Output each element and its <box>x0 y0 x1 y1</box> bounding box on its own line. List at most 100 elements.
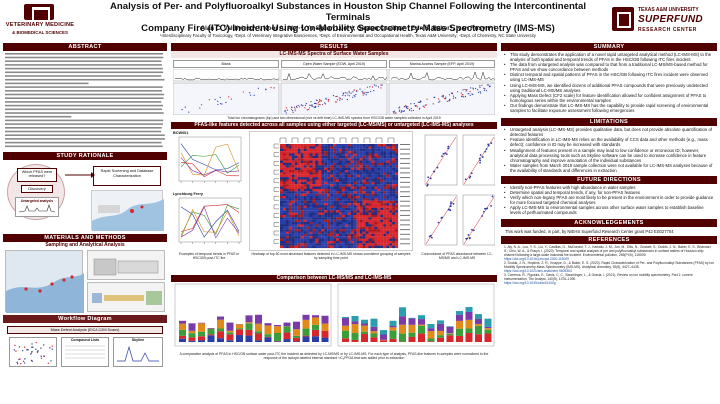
rationale-box-rapid-screening: Rapid Screening and Database Characteriz… <box>93 166 161 186</box>
future-item: Verify which non-legacy PFAS are most li… <box>504 195 714 205</box>
tamu-logo-icon <box>612 7 634 31</box>
site-label-1: BCW001 <box>173 131 189 135</box>
workflow-box-mass-defect: Mass Defect Analysis (EIC/LC/IM Scans) <box>7 326 163 334</box>
sampling-map-icon <box>6 273 84 313</box>
abstract-body <box>3 51 167 151</box>
logo-right-line3: RESEARCH CENTER <box>638 27 698 33</box>
future-item: Apply LC-IMS-MS to environmental samples… <box>504 205 714 215</box>
scatter-thumb-icon <box>13 341 53 365</box>
comparison-figure <box>171 282 497 352</box>
author-list: Alan C. Valdiviezo¹·², Noor A. Aly¹·², Y… <box>200 25 496 32</box>
table-thumb-icon <box>65 345 105 359</box>
reference-item: 3. Carrerus, R., Figueira, E., Davis, C.… <box>504 272 693 281</box>
methods-heading: MATERIALS AND METHODS <box>3 234 167 242</box>
title-line-1: Analysis of Per- and Polyfluoroalkyl Sub… <box>109 1 586 23</box>
comparison-caption: A comparative analysis of PFAS in HSC/GB… <box>179 352 489 360</box>
future-item: Determine spatial and temporal trends, i… <box>504 190 714 195</box>
limitation-item: Water samples from March 2019 sample col… <box>504 163 714 173</box>
spectra-subheading: LC-IMS-MS Spectra of Surface Water Sampl… <box>171 51 497 58</box>
workflow-box-compound-lists: Compound Lists <box>61 337 109 367</box>
acknowledgements-heading: ACKNOWLEDGEMENTS <box>501 218 717 227</box>
summary-list: This study demonstrates the application … <box>501 51 717 113</box>
pfas-caption-trends: Examples of temporal trends in PFAS in H… <box>179 252 239 260</box>
workflow-plot-1 <box>9 337 57 367</box>
temporal-chart-2 <box>178 197 242 244</box>
logo-left-line2: & BIOMEDICAL SCIENCES <box>12 30 68 35</box>
summary-item: The data from untargeted analysis was co… <box>504 62 714 72</box>
reference-item: 1. Aly, N. A., Luo, Y. S., Liu, Y., Casi… <box>504 244 712 257</box>
spectra-figure: Blank Open Water Sample (EOW, April 2019… <box>171 58 497 116</box>
logo-right-line2: SUPERFUND <box>638 14 703 25</box>
abstract-text-lines <box>5 53 165 148</box>
reference-link[interactable]: https://doi.org/10.1021/acs.analchem.9b0… <box>504 268 572 273</box>
comparison-subheading: Comparison between LC-MS/MS and LC-IMS-M… <box>171 275 497 282</box>
summary-heading: SUMMARY <box>501 43 717 51</box>
spectra-label-marina: Marina Access Sample (EFP, April 2019) <box>389 60 495 68</box>
logo-left-line1: VETERINARY MEDICINE <box>5 22 75 28</box>
rationale-box-discovery: Discovery <box>21 185 53 193</box>
rationale-map-image <box>91 190 164 231</box>
future-list: Identify non-PFAS features with high abu… <box>501 184 717 216</box>
sampling-map <box>5 250 84 313</box>
summary-item: Applying Mass Defect (CF2 scale) for fea… <box>504 93 714 103</box>
limitation-item: Untargeted analysis (LC-IMS-MS) provides… <box>504 127 714 137</box>
study-rationale-figure: Which PFAS were released? Discovery Unta… <box>3 160 167 234</box>
spectra-panels <box>173 69 495 115</box>
summary-item: Distinct temporal and spatial patterns o… <box>504 72 714 82</box>
references-list: 1. Aly, N. A., Luo, Y. S., Liu, Y., Casi… <box>501 244 717 286</box>
logo-right-line1: TEXAS A&M UNIVERSITY <box>638 7 699 13</box>
reference-link[interactable]: https://doi.org/10.1039/c4an01100g <box>504 280 556 285</box>
skyline-peak-icon <box>117 345 159 362</box>
acknowledgements-text: This work was funded, in part, by NIEHS … <box>505 228 674 234</box>
workflow-heading: Workflow Diagram <box>3 315 167 323</box>
heatmap-panel <box>249 131 413 251</box>
arrow-right-icon <box>65 172 95 178</box>
concordance-panel <box>419 131 496 251</box>
workflow-skyline-label: Skyline <box>131 338 145 342</box>
results-heading: RESULTS <box>171 43 497 51</box>
workflow-compound-label: Compound Lists <box>70 338 100 342</box>
poster-header: VETERINARY MEDICINE & BIOMEDICAL SCIENCE… <box>0 0 720 42</box>
ims-diagram <box>87 282 165 312</box>
pfas-caption-heatmap: Heatmap of top 50 most abundant features… <box>251 252 411 260</box>
instrument-icon <box>93 258 159 276</box>
limitations-list: Untargeted analysis (LC-IMS-MS) provides… <box>501 126 717 173</box>
houston-map-icon <box>92 199 164 231</box>
superfund-logo: TEXAS A&M UNIVERSITY SUPERFUND RESEARCH … <box>612 5 716 37</box>
future-heading: FUTURE DIRECTIONS <box>501 175 717 184</box>
sampling-subheading: Sampling and Analytical Analysis <box>45 242 125 248</box>
comparison-bar-charts <box>174 283 495 347</box>
workflow-box-skyline: Skyline <box>113 337 163 367</box>
concordance-scatter-grid <box>424 134 496 246</box>
temporal-chart-1 <box>178 136 242 183</box>
summary-item: Our findings demonstrate that LC-IMS-MS … <box>504 103 714 113</box>
limitation-item: Misalignment of features present in a sa… <box>504 148 714 163</box>
workflow-figure: Mass Defect Analysis (EIC/LC/IM Scans) C… <box>3 323 167 370</box>
limitations-heading: LIMITATIONS <box>501 118 717 127</box>
pfas-subheading: PFAS-like features detected across all s… <box>171 122 497 129</box>
pfas-caption-concordance: Concordance of PFAS abundance between LC… <box>421 252 493 260</box>
ims-diagram-icon <box>92 291 162 305</box>
site-label-2: Lynchburg Ferry <box>173 192 204 196</box>
spectra-label-blank: Blank <box>173 60 279 68</box>
reference-link[interactable]: https://doi.org/10.1016/j.envpol.2020.11… <box>504 256 570 261</box>
rationale-box-untargeted: Untargeted analysis <box>15 197 59 217</box>
right-column: SUMMARY This study demonstrates the appl… <box>501 43 717 401</box>
pfas-figure: BCW001 Lynchburg Ferry Examples of tempo… <box>171 129 497 275</box>
study-rationale-heading: STUDY RATIONALE <box>3 152 167 160</box>
summary-item: This study demonstrates the application … <box>504 52 714 62</box>
middle-column: RESULTS LC-IMS-MS Spectra of Surface Wat… <box>171 43 497 401</box>
spectra-label-open-water: Open Water Sample (EOW, April 2019) <box>281 60 387 68</box>
sampling-figure <box>3 249 167 315</box>
summary-item: Using LC-IMS-MS, we identified dozens of… <box>504 83 714 93</box>
future-item: Identify non-PFAS features with high abu… <box>504 185 714 190</box>
instrument-image <box>87 250 165 280</box>
poster-title: Analysis of Per- and Polyfluoroalkyl Sub… <box>88 1 608 34</box>
tamu-logo-icon <box>24 4 54 22</box>
left-column: ABSTRACT STUDY RATIONALE Which PFAS were… <box>3 43 167 401</box>
rationale-box-released: Which PFAS were released? <box>17 168 57 182</box>
vetmed-logo: VETERINARY MEDICINE & BIOMEDICAL SCIENCE… <box>4 4 76 38</box>
temporal-trends-panel: BCW001 Lynchburg Ferry <box>173 131 243 251</box>
references-heading: REFERENCES <box>501 235 717 244</box>
reference-item: 2. Dodds, J. N., Hopkins, Z. R., Knappe,… <box>504 260 714 269</box>
